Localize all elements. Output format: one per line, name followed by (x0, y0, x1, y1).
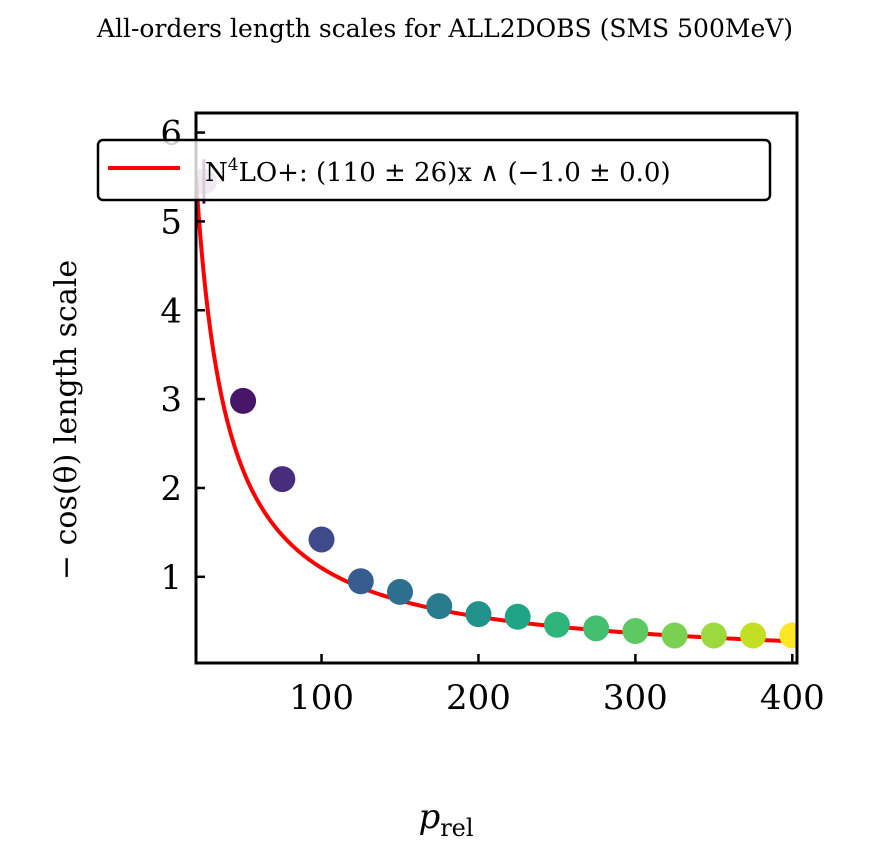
data-point-14 (740, 622, 767, 649)
x-tick-label-2: 300 (603, 678, 668, 718)
y-tick-label-3: 4 (160, 291, 182, 331)
y-tick-label-4: 5 (160, 202, 182, 242)
x-axis-label-sub: rel (440, 814, 473, 842)
y-tick-label-1: 2 (160, 469, 182, 509)
data-point-12 (661, 622, 688, 649)
legend-label-sup: 4 (228, 155, 239, 175)
data-point-7 (465, 601, 492, 628)
legend-label-rest: LO+: (110 ± 26)x ∧ (−1.0 ± 0.0) (239, 158, 671, 188)
data-point-9 (543, 611, 570, 638)
data-point-15 (779, 622, 797, 649)
y-tick-label-0: 1 (160, 558, 182, 598)
data-point-3 (308, 526, 335, 553)
legend-label-prefix: N (205, 158, 228, 188)
data-point-6 (426, 593, 453, 620)
x-tick-label-0: 100 (289, 678, 354, 718)
y-tick-label-2: 3 (160, 380, 182, 420)
data-point-1 (230, 387, 257, 414)
data-point-10 (583, 615, 610, 642)
legend: N4LO+: (110 ± 26)x ∧ (−1.0 ± 0.0) (96, 138, 772, 202)
chart-title: All-orders length scales for ALL2DOBS (S… (96, 14, 794, 43)
data-points-layer (196, 159, 797, 649)
x-tick-label-3: 400 (760, 678, 825, 718)
x-axis-label: prel (418, 797, 473, 842)
data-point-2 (269, 466, 296, 493)
plot-frame (194, 111, 799, 665)
data-point-11 (622, 618, 649, 645)
legend-box (96, 138, 772, 202)
data-point-5 (386, 578, 413, 605)
y-axis-label: − cos(θ) length scale (49, 260, 84, 580)
data-point-13 (700, 622, 727, 649)
x-tick-label-1: 200 (446, 678, 511, 718)
fit-curve (196, 176, 797, 644)
legend-label: N4LO+: (110 ± 26)x ∧ (−1.0 ± 0.0) (205, 155, 671, 188)
data-point-4 (347, 568, 374, 595)
x-axis-label-main: p (418, 797, 440, 837)
data-point-8 (504, 603, 531, 630)
fit-curve-layer (196, 176, 797, 644)
